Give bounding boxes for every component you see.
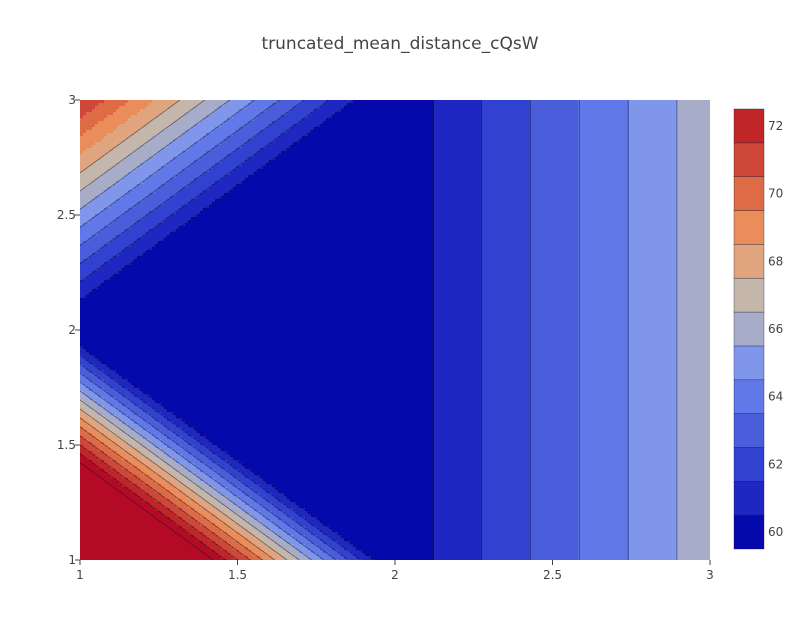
plot-area xyxy=(80,100,711,563)
